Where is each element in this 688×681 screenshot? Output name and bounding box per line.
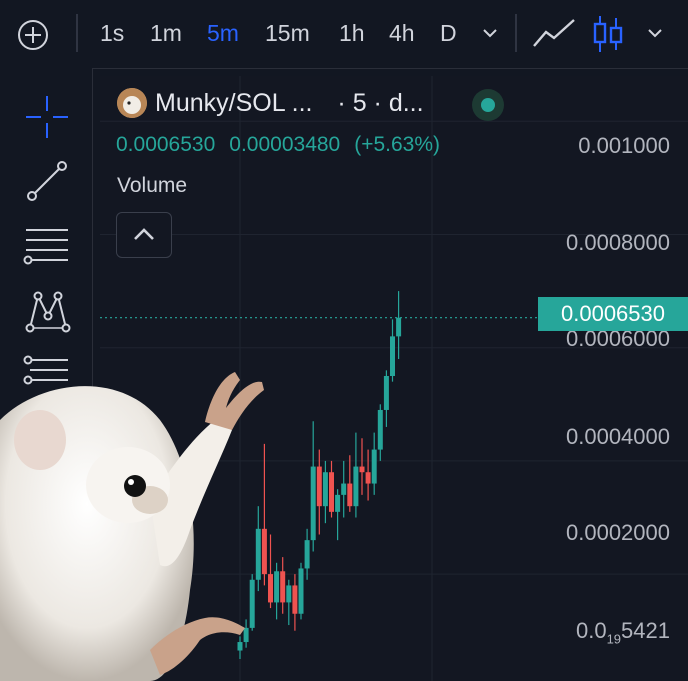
- timeframe-1s[interactable]: 1s: [100, 20, 125, 46]
- candle-body: [396, 317, 402, 337]
- candle-body: [243, 627, 249, 643]
- candle-body: [322, 472, 328, 507]
- crosshair-icon[interactable]: [22, 92, 72, 142]
- last-close-value: 0.0006530: [116, 133, 216, 156]
- price-axis-prefix: 0.0: [575, 618, 607, 643]
- chevron-down-icon[interactable]: [646, 26, 664, 40]
- timeframe-toolbar: 1s 1m 5m 15m 1h 4h D: [0, 0, 688, 69]
- last-price-tag: 0.0006530: [538, 297, 688, 331]
- price-axis-label: 0.0004000: [566, 424, 670, 449]
- trend-line-icon[interactable]: [22, 156, 72, 206]
- candle-body: [261, 528, 267, 575]
- price-axis-zero-count: 19: [606, 631, 622, 647]
- candle-body: [274, 571, 280, 603]
- timeframe-4h[interactable]: 4h: [389, 20, 415, 46]
- monkey-image: [0, 372, 264, 681]
- timeframe-1m[interactable]: 1m: [150, 20, 182, 46]
- candle-body: [365, 472, 371, 484]
- candle-body: [341, 483, 347, 495]
- candle-body: [371, 449, 377, 484]
- timeframe-5m[interactable]: 5m: [207, 20, 239, 46]
- price-axis-label: 0.0002000: [566, 520, 670, 545]
- candle-body: [249, 579, 255, 628]
- pattern-icon[interactable]: [22, 286, 72, 336]
- candle-body: [304, 540, 310, 569]
- chevron-down-icon[interactable]: [481, 26, 499, 40]
- candle-body: [353, 466, 359, 507]
- token-logo: [117, 88, 147, 118]
- candle-body: [255, 528, 261, 580]
- timeframe-d[interactable]: D: [440, 20, 457, 46]
- chevron-up-icon: [134, 228, 154, 240]
- line-chart-icon[interactable]: [532, 16, 576, 50]
- candle-body: [280, 571, 286, 603]
- collapse-legend-button[interactable]: [116, 212, 172, 258]
- horizontal-lines-icon[interactable]: [22, 220, 72, 270]
- volume-label: Volume: [117, 174, 188, 197]
- candle-body: [292, 585, 298, 614]
- symbol-name: Munky/SOL ...: [155, 89, 313, 117]
- symbol-title[interactable]: Munky/SOL ... · 5 · d...: [155, 89, 424, 118]
- candle-body: [298, 568, 304, 614]
- toolbar-divider: [515, 14, 517, 52]
- candle-body: [377, 409, 383, 450]
- candlestick-icon[interactable]: [592, 14, 624, 54]
- change-percent: (+5.63%): [354, 133, 441, 156]
- change-value: 0.00003480: [229, 133, 341, 156]
- plus-circle-icon[interactable]: [17, 19, 49, 51]
- candle-body: [390, 336, 395, 376]
- price-axis-label: 0.0008000: [566, 230, 670, 255]
- candle-body: [335, 494, 341, 512]
- candle-body: [310, 466, 316, 541]
- candle-body: [268, 574, 273, 603]
- candle-body: [359, 466, 365, 473]
- candlestick-chart[interactable]: [100, 76, 688, 681]
- price-axis-label-bottom: 0.0195421: [576, 618, 670, 646]
- price-change-row: 0.0006530 0.00003480 (+5.63%): [116, 133, 454, 157]
- timeframe-1h[interactable]: 1h: [339, 20, 365, 46]
- candle-body: [316, 466, 322, 507]
- price-axis-digits: 5421: [621, 618, 670, 643]
- symbol-interval: · 5 · d...: [337, 89, 424, 117]
- candle-body: [286, 585, 292, 603]
- price-axis-label: 0.001000: [578, 133, 670, 158]
- candle-body: [347, 483, 353, 507]
- candle-body: [383, 376, 389, 410]
- timeframe-15m[interactable]: 15m: [265, 20, 310, 46]
- candle-body: [237, 642, 243, 651]
- fib-icon[interactable]: [22, 352, 72, 402]
- price-chart[interactable]: [100, 76, 688, 681]
- candle-body: [329, 472, 334, 512]
- market-status-dot: [481, 98, 495, 112]
- toolbar-divider: [76, 14, 78, 52]
